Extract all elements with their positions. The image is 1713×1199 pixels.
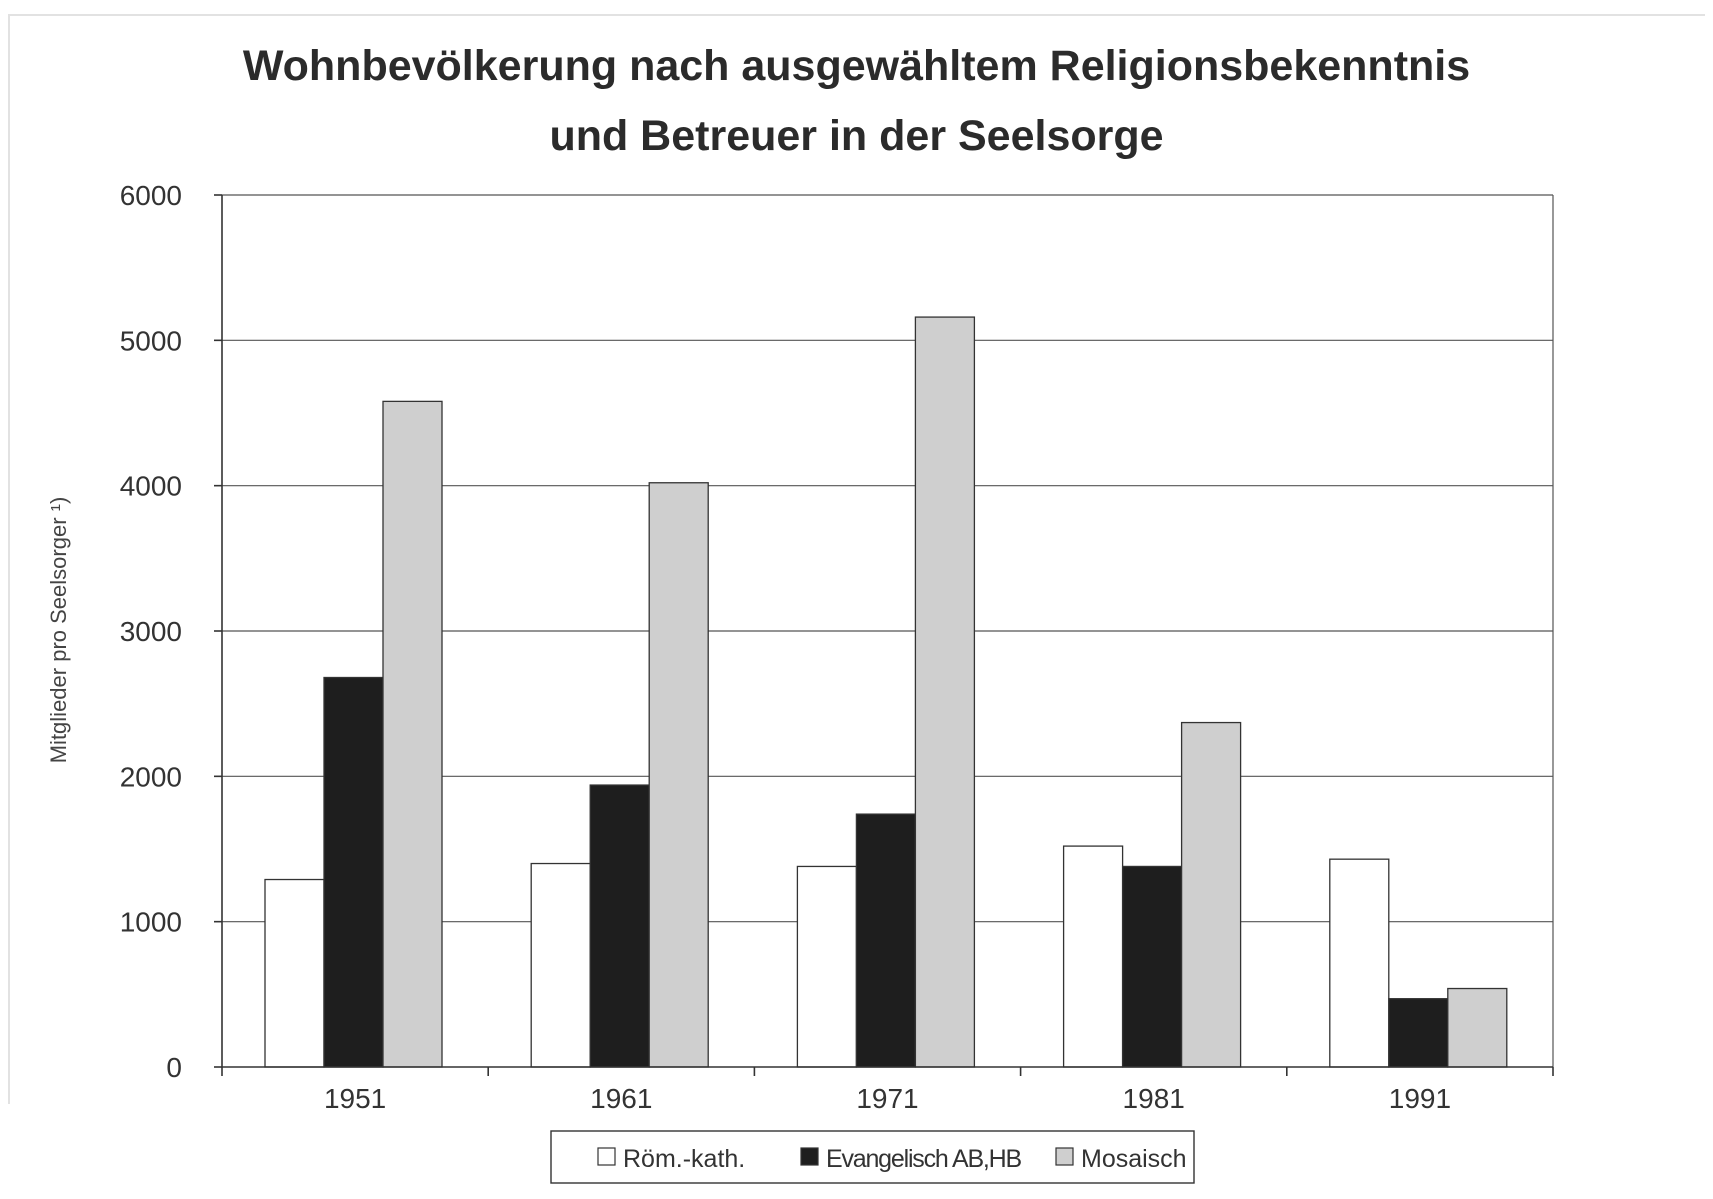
x-tick-label-1981: 1981 [1123, 1083, 1185, 1114]
chart-title-line-2: und Betreuer in der Seelsorge [549, 112, 1164, 160]
legend-swatch-0 [597, 1147, 616, 1166]
y-tick-label-0: 0 [166, 1052, 182, 1083]
bar-1971-series-2 [914, 316, 976, 1068]
legend-box [550, 1130, 1195, 1184]
x-tick-label-1951: 1951 [324, 1083, 386, 1114]
bar-1971-series-1 [855, 813, 917, 1068]
x-tick-label-1971: 1971 [856, 1083, 918, 1114]
y-tick-label-2: 2000 [120, 761, 182, 792]
chart-title-line-1: Wohnbevölkerung nach ausgewähltem Religi… [242, 42, 1471, 90]
bar-1951-series-2 [382, 400, 443, 1068]
y-tick-label-4: 4000 [120, 471, 182, 502]
y-tick-label-3: 3000 [120, 616, 182, 647]
bar-1961-series-1 [589, 784, 650, 1068]
x-tick-label-1991: 1991 [1389, 1083, 1451, 1114]
legend: Röm.-kath. Evangelisch AB,HB Mosaisch [550, 1130, 1195, 1184]
bar-1991-series-1 [1388, 998, 1449, 1068]
figure-border-top [8, 14, 1705, 16]
y-tick-label-5: 5000 [120, 325, 182, 356]
gridlines [222, 194, 1554, 1067]
legend-label-0: Röm.-kath. [623, 1145, 745, 1173]
legend-label-2: Mosaisch [1081, 1145, 1187, 1173]
bar-1971-series-0 [796, 865, 858, 1068]
bar-1981-series-0 [1062, 845, 1124, 1068]
x-tick-label-1961: 1961 [590, 1083, 652, 1114]
y-tick-label-1: 1000 [120, 907, 182, 938]
bar-1951-series-0 [264, 878, 325, 1068]
y-axis-title: Mitglieder pro Seelsorger ¹) [46, 497, 71, 764]
bars [264, 316, 1508, 1068]
figure-border-left [8, 14, 10, 1104]
y-tick-label-6: 6000 [120, 180, 182, 211]
legend-swatch-2 [1055, 1147, 1074, 1166]
bar-1991-series-0 [1329, 858, 1390, 1068]
bar-1961-series-0 [530, 862, 591, 1068]
bar-1981-series-1 [1121, 865, 1183, 1068]
bar-1991-series-2 [1447, 987, 1508, 1068]
legend-swatch-1 [800, 1147, 819, 1166]
axes: 0 1000 2000 3000 4000 5000 6000 1951 1961 1971 198… [46, 180, 1554, 1114]
bar-1951-series-1 [323, 676, 384, 1068]
legend-label-1: Evangelisch AB,HB [826, 1145, 1022, 1173]
bar-1981-series-2 [1180, 721, 1242, 1068]
bar-1961-series-2 [648, 482, 709, 1068]
